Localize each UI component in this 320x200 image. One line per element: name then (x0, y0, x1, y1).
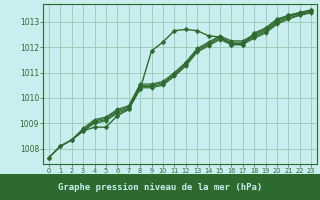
Text: Graphe pression niveau de la mer (hPa): Graphe pression niveau de la mer (hPa) (58, 182, 262, 192)
